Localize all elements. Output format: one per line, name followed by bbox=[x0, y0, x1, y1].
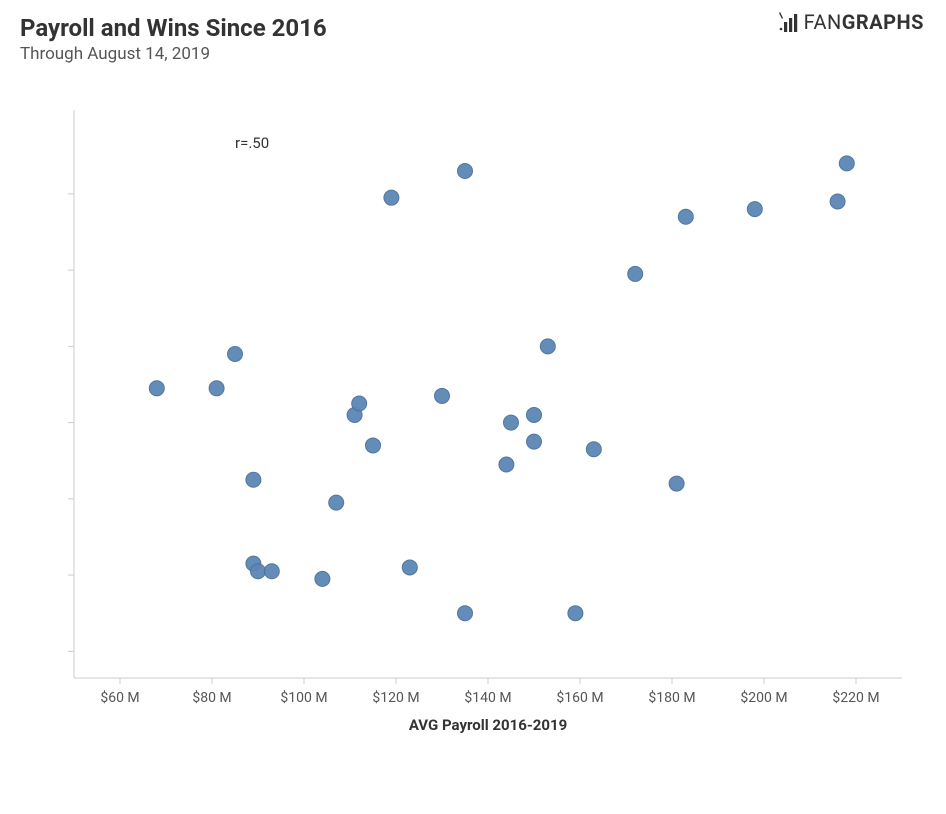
data-point bbox=[527, 407, 542, 422]
correlation-annotation: r=.50 bbox=[235, 134, 269, 152]
data-point bbox=[366, 438, 381, 453]
data-point bbox=[402, 560, 417, 575]
x-axis-title: AVG Payroll 2016-2019 bbox=[409, 716, 567, 734]
x-tick-label: $200 M bbox=[740, 689, 787, 706]
data-point bbox=[568, 606, 583, 621]
chart-container: Payroll and Wins Since 2016 Through Augu… bbox=[0, 0, 946, 814]
x-tick-label: $220 M bbox=[832, 689, 879, 706]
data-point bbox=[586, 442, 601, 457]
data-point bbox=[329, 495, 344, 510]
fangraphs-logo: FANGRAPHS bbox=[778, 10, 924, 34]
x-tick-label: $140 M bbox=[464, 689, 511, 706]
data-point bbox=[839, 156, 854, 171]
data-point bbox=[352, 396, 367, 411]
data-point bbox=[458, 163, 473, 178]
x-tick-label: $80 M bbox=[192, 689, 231, 706]
data-point bbox=[228, 346, 243, 361]
data-point bbox=[435, 388, 450, 403]
data-point bbox=[458, 606, 473, 621]
data-point bbox=[527, 434, 542, 449]
data-point bbox=[540, 339, 555, 354]
scatter-plot: $60 M $80 M $100 M $120 M $140 M $160 M $180 M… bbox=[68, 100, 922, 740]
x-tick-label: $60 M bbox=[100, 689, 139, 706]
data-point bbox=[678, 209, 693, 224]
data-point bbox=[830, 194, 845, 209]
data-point bbox=[504, 415, 519, 430]
fangraphs-logo-icon bbox=[778, 12, 800, 32]
data-point bbox=[251, 564, 266, 579]
data-point bbox=[747, 202, 762, 217]
data-point bbox=[264, 564, 279, 579]
x-tick-label: $180 M bbox=[648, 689, 695, 706]
data-point bbox=[628, 266, 643, 281]
chart-subtitle: Through August 14, 2019 bbox=[20, 44, 926, 64]
logo-text-light: FAN bbox=[804, 10, 842, 34]
data-point bbox=[315, 571, 330, 586]
logo-text-bold: GRAPHS bbox=[842, 10, 924, 34]
data-point bbox=[209, 381, 224, 396]
x-tick-label: $120 M bbox=[372, 689, 419, 706]
x-tick-label: $160 M bbox=[556, 689, 603, 706]
data-point bbox=[384, 190, 399, 205]
data-point bbox=[246, 472, 261, 487]
data-point bbox=[669, 476, 684, 491]
data-point bbox=[499, 457, 514, 472]
data-point bbox=[149, 381, 164, 396]
x-tick-label: $100 M bbox=[280, 689, 327, 706]
